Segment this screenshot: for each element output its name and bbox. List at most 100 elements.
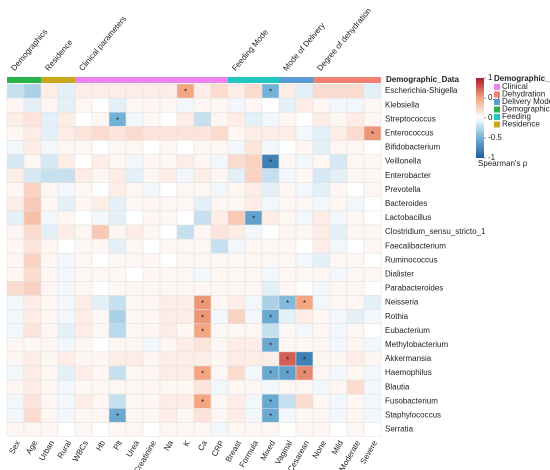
heatmap-cell	[91, 224, 110, 240]
heatmap-cell	[363, 196, 382, 212]
heatmap-cell	[40, 83, 59, 99]
heatmap-cell	[125, 365, 144, 381]
heatmap-cell	[244, 281, 263, 296]
heatmap-cell	[176, 365, 195, 381]
heatmap-cell	[346, 140, 365, 155]
heatmap-cell	[125, 83, 144, 99]
heatmap-cell	[91, 365, 110, 381]
heatmap-cell	[74, 210, 93, 226]
heatmap-cell	[261, 422, 280, 437]
heatmap-cell	[210, 238, 229, 254]
heatmap-cell	[346, 182, 365, 198]
heatmap-cell	[23, 224, 42, 240]
row-label: Lactobacillus	[385, 213, 431, 222]
heatmap-cell	[176, 408, 195, 423]
heatmap-cell	[23, 379, 42, 395]
heatmap-cell	[91, 267, 110, 282]
heatmap-cell	[244, 168, 263, 183]
heatmap-cell	[159, 154, 178, 169]
group-bar	[279, 77, 313, 83]
significance-mark: *	[303, 356, 306, 365]
heatmap-cell	[295, 309, 314, 324]
significance-mark: *	[286, 370, 289, 379]
colorbar	[476, 78, 484, 158]
heatmap-cell	[244, 351, 263, 367]
heatmap-cell	[108, 224, 127, 240]
heatmap-cell	[261, 238, 280, 254]
heatmap-cell	[159, 140, 178, 155]
row-label: Serratia	[385, 425, 414, 434]
heatmap-cell	[295, 422, 314, 437]
heatmap-cell	[346, 210, 365, 226]
heatmap-cell	[278, 111, 297, 127]
heatmap-cell	[244, 224, 263, 240]
column-label: Urban	[37, 439, 56, 462]
heatmap-cell	[40, 252, 59, 268]
heatmap-cell	[57, 337, 76, 353]
heatmap-cell	[125, 126, 144, 141]
heatmap-cell	[91, 111, 110, 127]
heatmap-cell	[329, 182, 348, 198]
heatmap-cell	[125, 267, 144, 282]
heatmap-cell	[91, 97, 110, 113]
row-label: Rothia	[385, 312, 409, 321]
heatmap-cell	[40, 140, 59, 155]
heatmap-cell	[142, 97, 161, 113]
heatmap-cell	[363, 393, 382, 409]
heatmap-cell	[40, 379, 59, 395]
heatmap-cell	[278, 140, 297, 155]
heatmap-cell	[312, 323, 331, 339]
heatmap-cell	[227, 393, 246, 409]
heatmap-cell	[295, 140, 314, 155]
heatmap-cell	[125, 140, 144, 155]
heatmap-cell	[6, 238, 25, 254]
heatmap-cell	[74, 224, 93, 240]
heatmap-cell	[40, 323, 59, 339]
column-label: Mild	[330, 439, 345, 456]
heatmap-cell	[193, 168, 212, 183]
heatmap-cell	[244, 140, 263, 155]
heatmap-cell	[57, 252, 76, 268]
heatmap-cell	[176, 196, 195, 212]
heatmap-cell	[312, 238, 331, 254]
heatmap-cell	[142, 83, 161, 99]
heatmap-cell	[6, 154, 25, 169]
heatmap-cell	[91, 393, 110, 409]
heatmap-cell	[6, 295, 25, 310]
heatmap-cell	[6, 168, 25, 183]
heatmap-cell	[278, 168, 297, 183]
heatmap-cell	[125, 422, 144, 437]
row-label: Klebsiella	[385, 100, 420, 109]
heatmap-cell	[40, 168, 59, 183]
heatmap-cell	[261, 281, 280, 296]
column-label: Hb	[94, 439, 107, 453]
heatmap-cell	[74, 323, 93, 339]
heatmap-cell	[91, 351, 110, 367]
heatmap-cell	[210, 111, 229, 127]
heatmap-cell	[6, 393, 25, 409]
heatmap-cell	[346, 295, 365, 310]
heatmap-cell	[57, 182, 76, 198]
heatmap-cell	[40, 126, 59, 141]
heatmap-cell	[142, 154, 161, 169]
heatmap-cell	[261, 97, 280, 113]
heatmap-cell	[6, 323, 25, 339]
heatmap-cell	[142, 422, 161, 437]
heatmap-cell	[278, 408, 297, 423]
row-label: Veillonella	[385, 157, 422, 166]
legend-title: Demographic_Data	[494, 74, 550, 83]
heatmap-cell	[244, 97, 263, 113]
row-label: Fusobacterium	[385, 396, 438, 405]
heatmap-cell	[329, 365, 348, 381]
heatmap-cell	[295, 379, 314, 395]
heatmap-cell	[74, 238, 93, 254]
heatmap-cell	[40, 267, 59, 282]
heatmap-cell	[329, 154, 348, 169]
heatmap-cell	[346, 196, 365, 212]
heatmap-cell	[193, 281, 212, 296]
heatmap-cell	[176, 281, 195, 296]
heatmap-cell	[108, 168, 127, 183]
heatmap-cell	[227, 83, 246, 99]
heatmap-cell	[57, 97, 76, 113]
heatmap-cell	[261, 295, 280, 310]
